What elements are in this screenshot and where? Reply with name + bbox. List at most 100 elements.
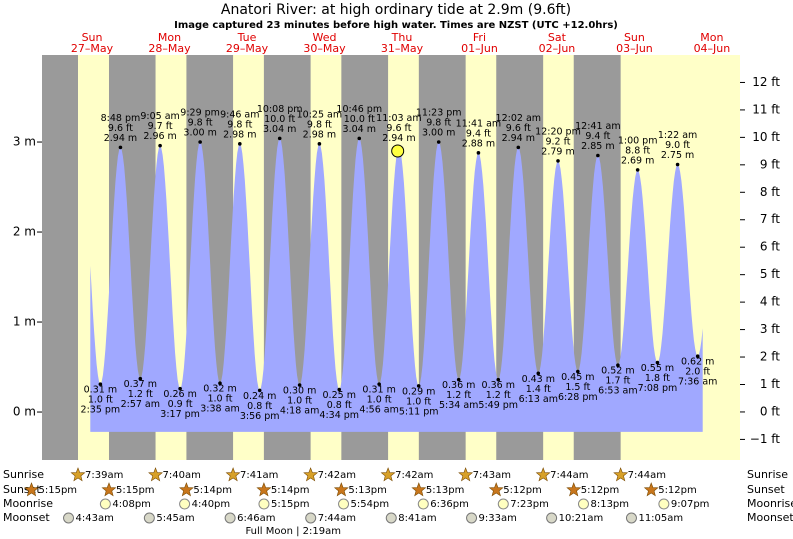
sunrise-icon [535,467,551,482]
tide-time: 4:18 am [280,406,319,417]
y2-tick-label: 2 ft [760,350,780,364]
row-label: Moonset [747,511,793,524]
y2-tick-label: 7 ft [760,212,780,226]
tide-point [496,377,501,382]
tide-point [576,369,580,374]
tide-time: 7:08 pm [638,383,678,394]
day-weekday: Fri [473,31,486,44]
tide-feet: 9.6 ft [108,123,133,134]
sunset-icon [101,482,117,497]
tide-point [596,153,600,158]
tide-time: 12:02 am [496,113,541,124]
tide-feet: 9.2 ft [545,136,570,147]
sunrise-icon [613,467,629,482]
tide-time: 11:03 am [376,113,421,124]
tide-height: 0.43 m [522,374,555,385]
tide-height: 0.62 m [681,357,714,368]
moonset-time: 4:43am [76,513,114,524]
day-weekday: Sun [82,31,103,44]
y2-tick-label: 0 ft [760,404,780,418]
tide-height: 0.26 m [163,389,196,400]
sunrise-time: 7:41am [240,470,278,481]
row-label: Moonset [3,511,50,524]
tide-feet: 1.2 ft [486,390,511,401]
tide-time: 2:57 am [121,399,160,410]
sunset-time: 5:15pm [39,485,78,496]
tide-feet: 9.4 ft [466,128,491,139]
row-label: Moonrise [747,497,793,510]
tide-height: 0.36 m [442,380,475,391]
moonrise-time: 8:13pm [590,499,629,510]
day-weekday: Tue [237,31,257,44]
day-date: 03–Jun [616,42,653,55]
day-date: 28–May [148,42,191,55]
tide-height: 0.29 m [402,386,435,397]
sunrise-time: 7:40am [163,470,201,481]
tide-point [337,387,342,392]
tide-point [695,354,700,359]
tide-time: 3:38 am [200,404,239,415]
tide-time: 9:46 am [220,109,259,120]
sunrise-icon [303,467,319,482]
y2-tick-label: 3 ft [760,322,780,336]
tide-height: 0.31 m [362,385,395,396]
tide-time: 5:49 pm [478,400,518,411]
tide-point [476,151,481,155]
sunset-icon [256,482,272,497]
moonset-time: 9:33am [479,513,517,524]
moonrise-time: 9:07pm [671,499,710,510]
moonrise-icon [577,498,589,510]
tide-point [436,140,441,144]
day-weekday: Mon [700,31,723,44]
sunrise-time: 7:44am [628,470,666,481]
moonset-time: 11:05am [638,513,683,524]
tide-point [357,136,362,141]
tide-time: 12:20 pm [535,126,581,137]
moonset-time: 7:44am [318,513,356,524]
tide-feet: 1.4 ft [526,384,551,395]
moonset-icon [466,512,478,524]
moonset-time: 6:46am [237,513,275,524]
tide-time: 6:13 am [519,394,558,405]
sunset-icon [643,482,659,497]
tide-point [317,142,322,146]
tide-area [90,138,703,432]
tide-point [98,382,103,386]
row-label: Sunset [747,483,785,496]
tide-feet: 2.0 ft [685,367,710,378]
tide-feet: 10.0 ft [344,114,375,125]
y2-tick-label: 8 ft [760,185,780,199]
tide-feet: 9.8 ft [188,118,213,129]
sunrise-time: 7:42am [395,470,433,481]
sunset-icon [333,482,349,497]
sunrise-icon [458,467,474,482]
tide-point [158,143,162,148]
moonset-time: 5:45am [156,513,194,524]
tide-feet: 9.4 ft [585,131,610,142]
sunset-time: 5:12pm [503,485,542,496]
sunset-time: 5:14pm [193,485,232,496]
tide-point [655,360,660,365]
moonrise-icon [179,498,191,510]
tide-feet: 9.6 ft [386,123,411,134]
day-date: 29–May [226,42,269,55]
tide-height: 2.94 m [502,133,535,144]
sunset-icon [411,482,427,497]
tide-feet: 1.0 ft [287,396,312,407]
day-date: 02–Jun [539,42,576,55]
day-weekday: Thu [391,31,413,44]
moonset-icon [305,512,317,524]
tide-point [416,384,421,388]
day-date: 31–May [381,42,424,55]
sunset-time: 5:12pm [581,485,620,496]
tide-feet: 10.0 ft [264,114,295,125]
day-weekday: Mon [158,31,181,44]
sunset-icon [488,482,504,497]
tide-height: 0.37 m [124,379,157,390]
tide-time: 7:36 am [678,377,717,388]
tide-height: 3.00 m [183,128,216,139]
tide-time: 6:53 am [598,386,637,397]
tide-point [238,142,242,146]
tide-height: 3.00 m [422,128,455,139]
tide-height: 2.98 m [303,129,336,140]
